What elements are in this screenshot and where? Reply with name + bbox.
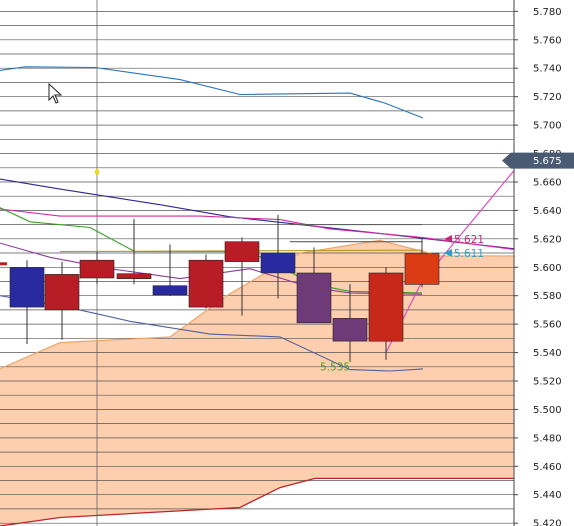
candle-body <box>116 273 152 280</box>
y-tick-label: 5.780 <box>533 7 562 18</box>
cursor-icon <box>48 82 63 104</box>
y-tick-label: 5.440 <box>533 490 562 501</box>
indicator-line <box>0 66 424 119</box>
y-tick-label: 5.540 <box>533 348 562 359</box>
candle-body <box>332 318 368 342</box>
y-tick-label: 5.520 <box>533 377 562 388</box>
y-tick-label: 5.480 <box>533 433 562 444</box>
y-tick-label: 5.740 <box>533 64 562 75</box>
candle-body <box>79 259 115 279</box>
y-tick-label: 5.600 <box>533 263 562 274</box>
candle-body <box>404 253 440 285</box>
annotation-arrow <box>444 249 452 257</box>
y-tick-label: 5.420 <box>533 519 562 526</box>
current-price-label: 5.675 <box>533 156 562 167</box>
candle-body <box>260 252 296 274</box>
candle-body <box>224 241 260 262</box>
candle-body <box>296 272 332 324</box>
y-tick-label: 5.760 <box>533 35 562 46</box>
candle-body <box>368 272 404 342</box>
candle-body <box>188 259 224 308</box>
indicator-line <box>0 208 515 251</box>
y-tick-label: 5.660 <box>533 178 562 189</box>
y-tick-label: 5.500 <box>533 405 562 416</box>
candle-body <box>152 285 188 296</box>
candle-body <box>44 274 80 311</box>
cloud-span-b <box>0 477 514 526</box>
indicator-line <box>0 178 515 250</box>
y-tick-label: 5.580 <box>533 291 562 302</box>
y-tick-label: 5.560 <box>533 320 562 331</box>
annotation-arrow <box>444 235 452 243</box>
price-label: 5.621 <box>454 234 484 246</box>
price-label: 5.611 <box>454 248 484 260</box>
y-tick-label: 5.640 <box>533 206 562 217</box>
crosshair-marker <box>94 167 100 177</box>
price-label: 5.535 <box>320 361 350 373</box>
y-tick-label: 5.700 <box>533 121 562 132</box>
candle-body <box>9 267 45 308</box>
y-axis-panel <box>514 0 574 526</box>
y-tick-label: 5.620 <box>533 234 562 245</box>
y-tick-label: 5.460 <box>533 462 562 473</box>
y-tick-label: 5.720 <box>533 92 562 103</box>
current-price-badge <box>502 152 574 169</box>
candle-body <box>0 262 7 266</box>
